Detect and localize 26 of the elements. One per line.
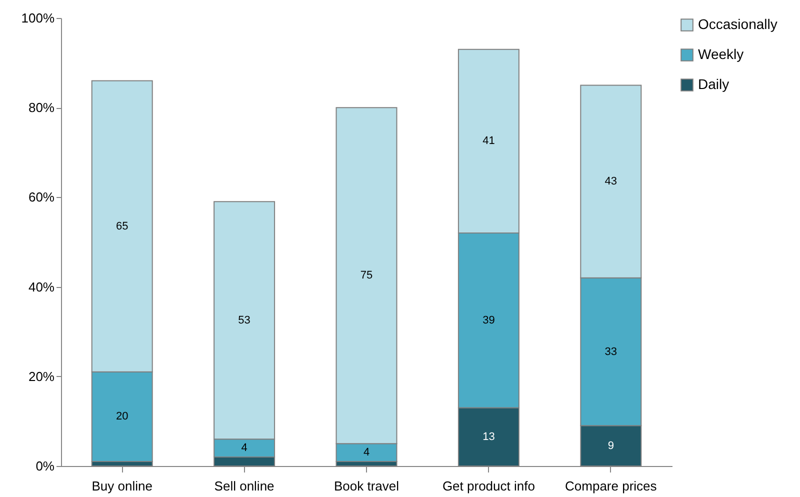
data-label: 4	[363, 446, 370, 459]
x-tick-label: Get product info	[442, 478, 535, 494]
data-label: 53	[238, 314, 250, 326]
y-tick-label: 0%	[36, 458, 55, 474]
data-label: 20	[116, 410, 128, 423]
x-tick-label: Sell online	[214, 478, 274, 494]
x-tick-label: Compare prices	[565, 478, 658, 494]
data-label: 41	[482, 135, 495, 148]
y-tick-label: 60%	[28, 190, 55, 205]
legend-label: Occasionally	[698, 16, 778, 32]
legend-label: Daily	[698, 76, 730, 92]
data-label: 39	[482, 314, 495, 326]
x-tick-label: Buy online	[92, 478, 152, 494]
y-tick-label: 20%	[28, 368, 55, 384]
legend-label: Weekly	[698, 46, 744, 62]
data-label: 9	[608, 440, 614, 452]
data-label: 75	[360, 270, 373, 282]
y-tick-label: 100%	[21, 10, 55, 26]
data-label: 4	[241, 442, 248, 454]
data-label: 43	[604, 176, 618, 188]
data-label: 33	[604, 346, 618, 358]
data-label: 65	[116, 220, 128, 232]
x-tick-label: Book travel	[334, 478, 400, 494]
y-tick-label: 40%	[28, 279, 55, 294]
y-tick-label: 80%	[28, 100, 55, 116]
data-label: 13	[482, 430, 495, 443]
